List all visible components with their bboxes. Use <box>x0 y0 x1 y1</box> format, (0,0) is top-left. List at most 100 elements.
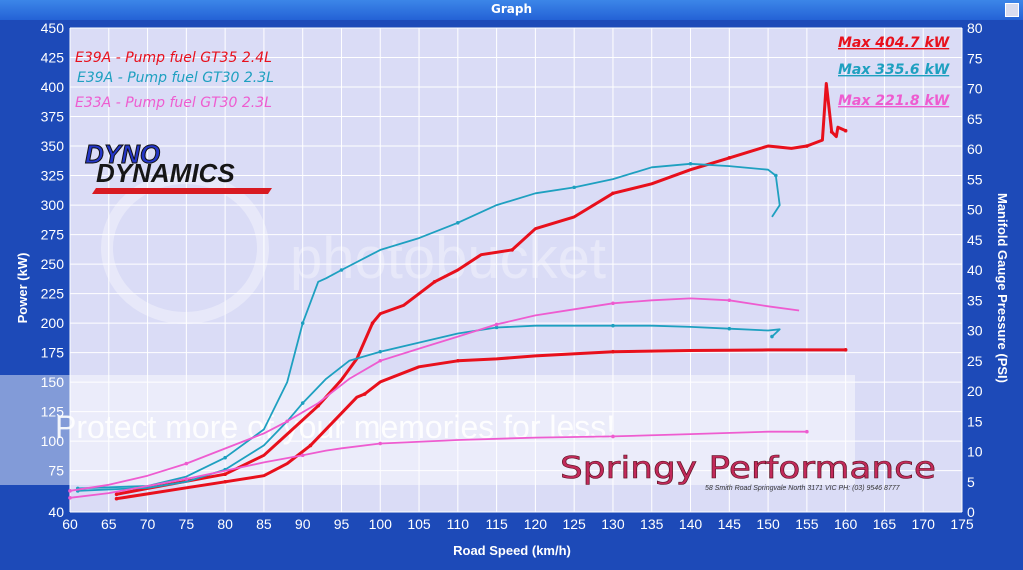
y-tick-label: 275 <box>41 227 65 243</box>
plot-area <box>70 28 962 512</box>
legend-item-0: E39A - Pump fuel GT35 2.4L <box>75 50 272 66</box>
y2-tick-label: 40 <box>967 262 983 278</box>
series-layer <box>68 82 848 501</box>
y2-tick-label: 45 <box>967 232 983 248</box>
power-point <box>68 496 72 500</box>
power-point <box>114 492 119 497</box>
power-line-1 <box>77 162 781 490</box>
boost-point <box>611 301 615 306</box>
boost-point <box>611 323 615 328</box>
y2-tick-label: 20 <box>967 383 983 399</box>
power-point <box>611 434 615 439</box>
max-label-0: Max 404.7 kW <box>838 35 950 51</box>
y2-tick-label: 30 <box>967 323 983 339</box>
x-tick-label: 170 <box>912 516 936 532</box>
x-tick-label: 95 <box>334 516 350 532</box>
power-point <box>184 477 189 481</box>
boost-point <box>494 325 499 330</box>
x-tick-label: 105 <box>407 516 431 532</box>
boost-point <box>308 443 313 448</box>
power-point <box>378 441 383 446</box>
y-tick-label: 450 <box>41 20 65 36</box>
legend: E39A - Pump fuel GT35 2.4L E39A - Pump f… <box>75 50 274 111</box>
power-point <box>829 130 834 134</box>
chart-frame: photobucket Protect more of your memorie… <box>0 20 1023 570</box>
x-tick-label: 150 <box>756 516 780 532</box>
axis-ticks: 60 65 70 75 80 85 90 95 100 105 110 115 120 125 130 135… <box>41 20 983 532</box>
power-point <box>611 191 615 196</box>
x-tick-label: 65 <box>101 516 117 532</box>
y-tick-label: 300 <box>41 197 65 213</box>
boost-point <box>184 461 189 466</box>
x-tick-label: 140 <box>679 516 703 532</box>
x-tick-label: 125 <box>562 516 586 532</box>
y2-tick-label: 65 <box>967 111 983 127</box>
watermark-text: photobucket <box>290 226 606 291</box>
boost-point <box>300 401 305 405</box>
power-point <box>572 185 576 190</box>
boost-point <box>68 489 72 493</box>
y2-tick-label: 75 <box>967 50 983 66</box>
x-tick-label: 70 <box>140 516 156 532</box>
y-tick-label: 100 <box>41 433 65 449</box>
y2-tick-label: 70 <box>967 81 983 97</box>
window-close-button[interactable] <box>1005 3 1019 17</box>
boost-point <box>362 392 367 396</box>
power-point <box>805 429 809 434</box>
legend-item-2: E33A - Pump fuel GT30 2.3L <box>75 95 272 111</box>
power-point <box>688 161 693 166</box>
y-tick-label: 75 <box>48 463 64 479</box>
x-tick-label: 155 <box>795 516 819 532</box>
x-tick-label: 75 <box>179 516 195 532</box>
y2-tick-label: 60 <box>967 141 983 157</box>
power-point <box>370 321 375 325</box>
power-point <box>510 248 514 252</box>
boost-point <box>223 479 227 484</box>
x-axis-label: Road Speed (km/h) <box>453 543 571 558</box>
x-tick-label: 85 <box>256 516 272 532</box>
y2-tick-label: 0 <box>967 504 975 520</box>
y-tick-label: 325 <box>41 168 65 184</box>
x-tick-label: 165 <box>873 516 897 532</box>
y2-tick-label: 25 <box>967 353 983 369</box>
y-tick-label: 400 <box>41 79 65 95</box>
boost-point <box>285 419 289 424</box>
svg-text:DYNO: DYNO <box>85 139 160 169</box>
y2-tick-label: 35 <box>967 292 983 308</box>
x-tick-label: 115 <box>485 516 508 532</box>
springy-performance-logo: Springy Performance 58 Smith Road Spring… <box>560 451 937 492</box>
y2-axis-label: Manifold Gauge Pressure (PSI) <box>995 193 1010 383</box>
y2-tick-label: 50 <box>967 202 983 218</box>
window-title: Graph <box>491 2 532 16</box>
power-point <box>805 144 809 148</box>
power-point <box>300 321 305 325</box>
boost-line-2 <box>69 297 800 492</box>
shop-address: 58 Smith Road Springvale North 3171 VIC … <box>705 485 901 492</box>
y-tick-label: 175 <box>41 345 65 361</box>
boost-point <box>611 349 615 354</box>
y2-tick-label: 15 <box>967 413 983 429</box>
max-label-2: Max 221.8 kW <box>838 93 950 109</box>
boost-point <box>378 349 383 354</box>
power-line-2 <box>69 430 807 499</box>
x-tick-label: 100 <box>369 516 393 532</box>
y-tick-label: 375 <box>41 109 65 125</box>
boost-point <box>114 496 119 501</box>
y-tick-label: 225 <box>41 286 65 302</box>
power-point <box>774 173 778 178</box>
x-tick-label: 175 <box>950 516 974 532</box>
watermark-caption: Protect more of your memories for less! <box>55 409 615 445</box>
y2-tick-label: 55 <box>967 171 983 187</box>
boost-point <box>494 322 499 327</box>
window-titlebar: Graph <box>0 0 1023 20</box>
dyno-dynamics-logo: DYNO DYNAMICS <box>85 139 272 194</box>
y-tick-label: 350 <box>41 138 65 154</box>
boost-point <box>727 298 732 303</box>
power-point <box>456 220 460 225</box>
boost-point <box>843 348 848 352</box>
x-tick-label: 90 <box>295 516 311 532</box>
power-point <box>223 472 227 477</box>
boost-point <box>727 326 732 331</box>
x-tick-label: 145 <box>718 516 742 532</box>
y-tick-label: 125 <box>41 404 65 420</box>
